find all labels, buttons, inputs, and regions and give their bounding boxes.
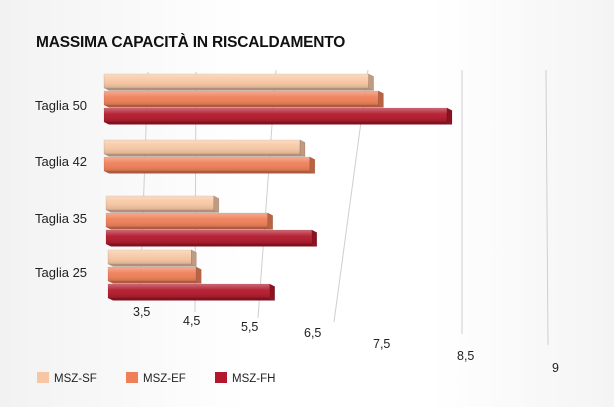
category-label-taglia-42: Taglia 42 bbox=[35, 154, 87, 169]
x-tick-label-1: 4,5 bbox=[183, 314, 200, 328]
x-tick-label-3: 6,5 bbox=[304, 326, 321, 340]
legend-label-msz-fh: MSZ-FH bbox=[232, 373, 275, 385]
bar-taglia-35-msz-ef bbox=[105, 212, 274, 230]
bar-taglia-42-msz-ef bbox=[103, 156, 316, 174]
legend: MSZ-SF MSZ-EF MSZ-FH bbox=[37, 372, 275, 385]
bar-taglia-50-msz-sf bbox=[103, 73, 374, 91]
category-label-taglia-25: Taglia 25 bbox=[35, 265, 87, 280]
x-tick-label-0: 3,5 bbox=[133, 305, 150, 319]
legend-item-msz-sf: MSZ-SF bbox=[37, 372, 97, 385]
category-labels: Taglia 50 Taglia 42 Taglia 35 Taglia 25 bbox=[35, 98, 87, 280]
bar-taglia-42-msz-sf bbox=[103, 139, 306, 157]
x-tick-label-6: 9 bbox=[552, 361, 559, 375]
bar-taglia-25-msz-ef bbox=[107, 266, 202, 284]
bar-taglia-50-msz-ef bbox=[103, 90, 384, 108]
legend-label-msz-sf: MSZ-SF bbox=[54, 373, 97, 385]
legend-item-msz-fh: MSZ-FH bbox=[215, 372, 275, 385]
gridline-5 bbox=[545, 69, 549, 346]
legend-swatch-msz-sf bbox=[37, 372, 49, 383]
chart-title: MASSIMA CAPACITÀ IN RISCALDAMENTO bbox=[36, 34, 345, 51]
category-label-taglia-35: Taglia 35 bbox=[35, 211, 87, 226]
x-tick-label-5: 8,5 bbox=[457, 349, 474, 363]
legend-label-msz-ef: MSZ-EF bbox=[143, 373, 186, 385]
bar-taglia-25-msz-fh bbox=[107, 283, 276, 301]
bars-layer bbox=[103, 73, 453, 301]
legend-swatch-msz-ef bbox=[126, 372, 138, 383]
bar-taglia-35-msz-fh bbox=[105, 229, 318, 247]
x-tick-label-4: 7,5 bbox=[373, 337, 390, 351]
bar-taglia-50-msz-fh bbox=[103, 107, 453, 125]
x-tick-labels: 3,5 4,5 5,5 6,5 7,5 8,5 9 bbox=[133, 305, 559, 375]
x-tick-label-2: 5,5 bbox=[241, 320, 258, 334]
legend-swatch-msz-fh bbox=[215, 372, 227, 383]
legend-item-msz-ef: MSZ-EF bbox=[126, 372, 186, 385]
category-label-taglia-50: Taglia 50 bbox=[35, 98, 87, 113]
bar-taglia-35-msz-sf bbox=[105, 195, 220, 213]
bar-taglia-25-msz-sf bbox=[107, 249, 197, 267]
